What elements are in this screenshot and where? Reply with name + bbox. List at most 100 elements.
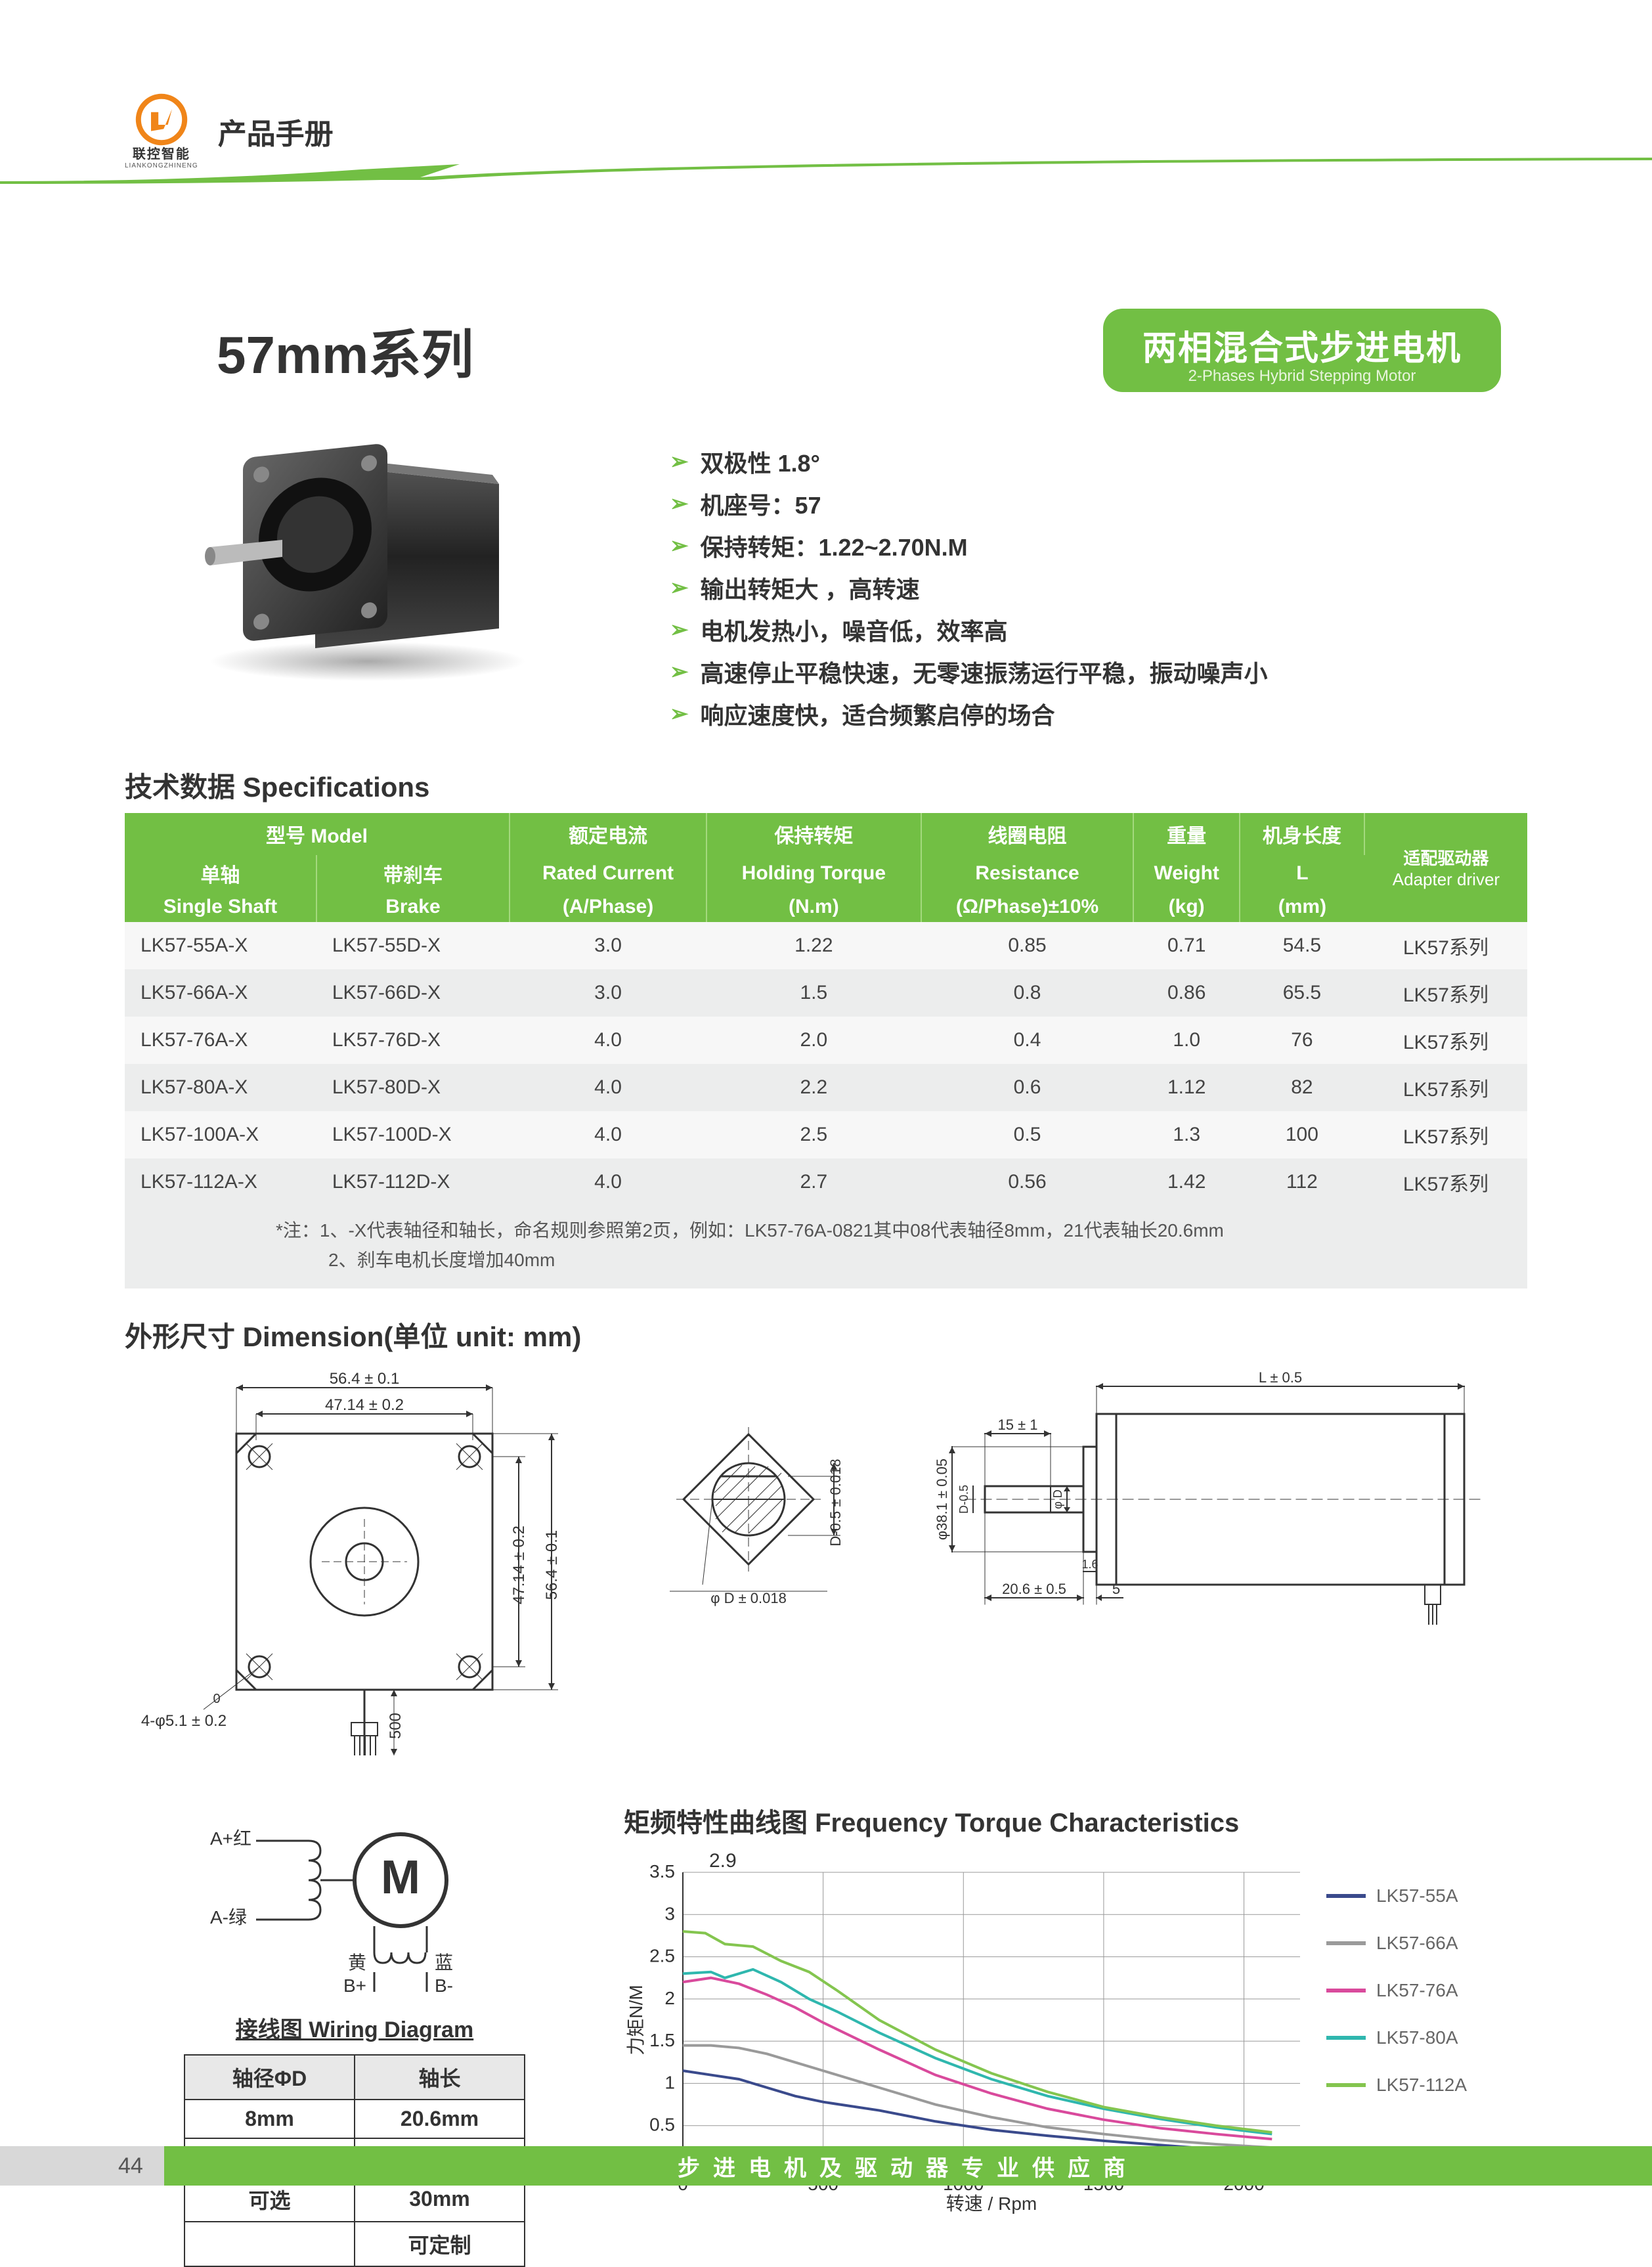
- arrow-icon: ➢: [670, 701, 689, 727]
- feature-item: ➢ 高速停止平稳快速，无零速振荡运行平稳，振动噪声小: [670, 655, 1527, 689]
- footer-text: 步进电机及驱动器专业供应商: [164, 2146, 1652, 2186]
- svg-text:转速 / Rpm: 转速 / Rpm: [946, 2193, 1037, 2214]
- spec-heading: 技术数据 Specifications: [125, 765, 1527, 805]
- arrow-icon: ➢: [670, 575, 689, 601]
- svg-text:D-0.5 ± 0.018: D-0.5 ± 0.018: [827, 1459, 844, 1546]
- table-row: LK57-80A-XLK57-80D-X4.02.20.61.1282LK57系…: [125, 1064, 1527, 1111]
- badge-sub: 2-Phases Hybrid Stepping Motor: [1142, 367, 1462, 385]
- svg-text:B-: B-: [435, 1975, 453, 1996]
- table-row: LK57-100A-XLK57-100D-X4.02.50.51.3100LK5…: [125, 1111, 1527, 1158]
- legend-swatch: [1326, 2036, 1366, 2040]
- svg-text:0: 0: [213, 1692, 220, 1706]
- legend-label: LK57-112A: [1376, 2075, 1467, 2096]
- svg-text:15 ± 1: 15 ± 1: [997, 1417, 1037, 1433]
- title-row: 57mm系列 两相混合式步进电机 2-Phases Hybrid Steppin…: [125, 309, 1527, 392]
- legend-item: LK57-55A: [1326, 1885, 1467, 1906]
- legend-label: LK57-76A: [1376, 1980, 1458, 2001]
- svg-text:1.6: 1.6: [1081, 1558, 1098, 1571]
- legend-label: LK57-66A: [1376, 1933, 1458, 1954]
- svg-text:蓝: 蓝: [435, 1952, 453, 1973]
- feature-text: 响应速度快，适合频繁启停的场合: [701, 697, 1055, 731]
- dim-heading: 外形尺寸 Dimension(单位 unit: mm): [125, 1315, 1527, 1355]
- table-row: 8mm20.6mm: [185, 2100, 525, 2138]
- chart-column: 矩频特性曲线图 Frequency Torque Characteristics…: [624, 1801, 1527, 2267]
- svg-text:黄: 黄: [348, 1952, 366, 1973]
- feature-item: ➢双极性 1.8°: [670, 445, 1527, 479]
- feature-item: ➢ 输出转矩大 ，高转速: [670, 571, 1527, 605]
- page-header: 联控智能 LIANKONGZHINENG 产品手册: [125, 92, 1527, 171]
- header-title: 产品手册: [218, 110, 334, 152]
- svg-text:2: 2: [664, 1987, 675, 2008]
- legend-item: LK57-76A: [1326, 1980, 1467, 2001]
- table-row: LK57-66A-XLK57-66D-X3.01.50.80.8665.5LK5…: [125, 969, 1527, 1017]
- svg-text:φ D: φ D: [1051, 1489, 1064, 1509]
- wiring-title: 接线图 Wiring Diagram: [125, 2012, 584, 2044]
- svg-text:D-0.5: D-0.5: [957, 1485, 970, 1514]
- bottom-row: M A+红 A-绿 黄: [125, 1801, 1527, 2267]
- legend-item: LK57-66A: [1326, 1933, 1467, 1954]
- svg-text:L ± 0.5: L ± 0.5: [1259, 1369, 1302, 1386]
- motor-image: [184, 425, 552, 688]
- svg-text:500: 500: [387, 1713, 404, 1739]
- legend-swatch: [1326, 2083, 1366, 2087]
- page-footer: 44 步进电机及驱动器专业供应商: [0, 2146, 1652, 2186]
- header-swoosh: [0, 158, 1652, 184]
- feature-text: 电机发热小，噪音低，效率高: [701, 613, 1008, 647]
- arrow-icon: ➢: [670, 659, 689, 685]
- arrow-icon: ➢: [670, 449, 689, 475]
- feature-item: ➢保持转矩：1.22~2.70N.M: [670, 529, 1527, 563]
- svg-text:φ38.1 ± 0.05: φ38.1 ± 0.05: [934, 1458, 950, 1539]
- svg-text:3.5: 3.5: [649, 1861, 675, 1882]
- arrow-icon: ➢: [670, 491, 689, 517]
- svg-text:M: M: [381, 1851, 420, 1904]
- svg-text:1.5: 1.5: [649, 2030, 675, 2050]
- wiring-column: M A+红 A-绿 黄: [125, 1801, 584, 2267]
- svg-text:2.9: 2.9: [709, 1850, 737, 1872]
- series-title: 57mm系列: [217, 313, 473, 389]
- svg-text:47.14 ± 0.2: 47.14 ± 0.2: [325, 1396, 404, 1414]
- svg-text:4-φ5.1 ± 0.2: 4-φ5.1 ± 0.2: [141, 1712, 227, 1730]
- legend-item: LK57-80A: [1326, 2027, 1467, 2048]
- feature-text: 机座号：57: [701, 487, 821, 521]
- chart-title: 矩频特性曲线图 Frequency Torque Characteristics: [624, 1801, 1527, 1839]
- feature-item: ➢ 响应速度快，适合频繁启停的场合: [670, 697, 1527, 731]
- feature-text: 输出转矩大 ，高转速: [701, 571, 920, 605]
- svg-text:1: 1: [664, 2072, 675, 2092]
- legend-swatch: [1326, 1941, 1366, 1945]
- spec-table: 型号 Model额定电流保持转矩线圈电阻重量机身长度适配驱动器Adapter d…: [125, 813, 1527, 1206]
- arrow-icon: ➢: [670, 617, 689, 643]
- svg-text:3: 3: [664, 1903, 675, 1924]
- feature-list: ➢双极性 1.8°➢机座号：57➢保持转矩：1.22~2.70N.M➢输出转矩大…: [670, 425, 1527, 739]
- svg-text:56.4 ± 0.1: 56.4 ± 0.1: [543, 1530, 561, 1600]
- svg-text:A+红: A+红: [210, 1828, 251, 1849]
- dimension-diagrams: 56.4 ± 0.1 47.14 ± 0.2: [125, 1368, 1527, 1775]
- arrow-icon: ➢: [670, 533, 689, 559]
- table-row: LK57-55A-XLK57-55D-X3.01.220.850.7154.5L…: [125, 922, 1527, 969]
- dim-shaft-end: D-0.5 ± 0.018 φ D ± 0.018: [637, 1368, 873, 1644]
- spec-note-2: 2、刹车电机长度增加40mm: [125, 1246, 1527, 1275]
- feature-item: ➢ 机座号：57: [670, 487, 1527, 521]
- svg-text:A-绿: A-绿: [210, 1907, 247, 1927]
- dim-front-view: 56.4 ± 0.1 47.14 ± 0.2: [125, 1368, 584, 1775]
- legend-label: LK57-80A: [1376, 2027, 1458, 2048]
- spec-table-wrap: 型号 Model额定电流保持转矩线圈电阻重量机身长度适配驱动器Adapter d…: [125, 813, 1527, 1288]
- product-row: ➢双极性 1.8°➢机座号：57➢保持转矩：1.22~2.70N.M➢输出转矩大…: [125, 425, 1527, 739]
- legend-label: LK57-55A: [1376, 1885, 1458, 1906]
- feature-item: ➢ 电机发热小，噪音低，效率高: [670, 613, 1527, 647]
- svg-text:B+: B+: [343, 1975, 366, 1996]
- table-row: LK57-76A-XLK57-76D-X4.02.00.41.076LK57系列: [125, 1017, 1527, 1064]
- svg-text:47.14 ± 0.2: 47.14 ± 0.2: [510, 1526, 528, 1604]
- svg-text:0.5: 0.5: [649, 2114, 675, 2134]
- svg-text:φ D ± 0.018: φ D ± 0.018: [710, 1590, 787, 1606]
- page-number: 44: [0, 2146, 164, 2186]
- svg-text:2.5: 2.5: [649, 1945, 675, 1966]
- svg-text:56.4 ± 0.1: 56.4 ± 0.1: [330, 1370, 400, 1388]
- svg-text:5: 5: [1112, 1581, 1120, 1597]
- spec-note-1: *注：1、-X代表轴径和轴长，命名规则参照第2页，例如：LK57-76A-082…: [125, 1206, 1527, 1246]
- logo-icon: [135, 93, 188, 146]
- dim-side-view: L ± 0.5 15 ±: [926, 1368, 1517, 1644]
- legend-swatch: [1326, 1989, 1366, 1992]
- feature-text: 高速停止平稳快速，无零速振荡运行平稳，振动噪声小: [701, 655, 1268, 689]
- svg-text:力矩N/M: 力矩N/M: [626, 1985, 646, 2055]
- legend-item: LK57-112A: [1326, 2075, 1467, 2096]
